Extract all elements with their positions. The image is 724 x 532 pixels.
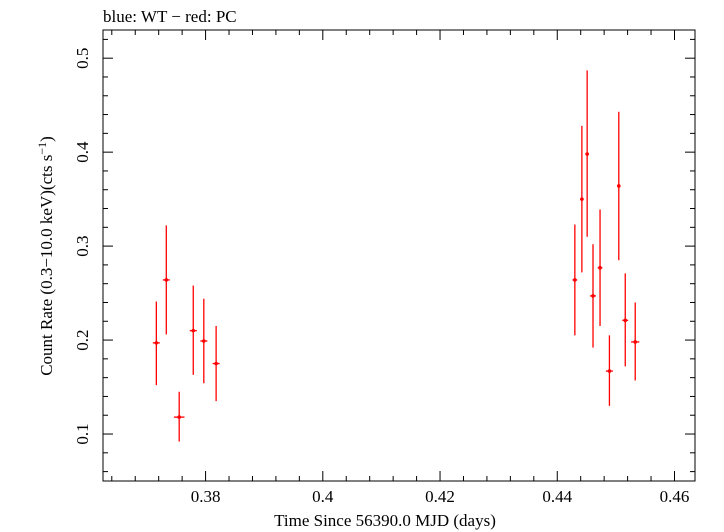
point-marker: [591, 294, 595, 298]
y-tick-label: 0.3: [73, 235, 92, 256]
point-marker: [633, 340, 638, 344]
chart-title: blue: WT − red: PC: [103, 7, 237, 26]
plot-frame: [102, 29, 696, 482]
y-axis-label-main: Count Rate (0.3−10.0 keV)(cts s: [37, 155, 56, 376]
point-marker: [214, 361, 218, 366]
data-point: [152, 301, 160, 386]
data-point: [162, 225, 170, 335]
point-marker: [202, 339, 206, 343]
point-marker: [573, 278, 577, 282]
y-tick-labels: 0.1 0.2 0.3 0.4 0.5: [73, 48, 92, 445]
x-tick-label: 0.4: [312, 487, 334, 506]
point-marker: [617, 184, 621, 188]
x-tick-label: 0.44: [542, 487, 572, 506]
x-axis-label: Time Since 56390.0 MJD (days): [274, 511, 496, 530]
y-axis-label: Count Rate (0.3−10.0 keV)(cts s−1): [35, 136, 56, 376]
data-point: [173, 391, 185, 442]
y-tick-label: 0.4: [73, 141, 92, 163]
y-tick-label: 0.2: [73, 329, 92, 350]
data-point: [622, 273, 629, 367]
point-marker: [177, 415, 181, 419]
point-marker: [598, 265, 602, 270]
point-marker: [607, 369, 612, 373]
data-point: [605, 335, 613, 406]
point-marker: [585, 152, 589, 156]
x-tick-label: 0.42: [425, 487, 455, 506]
data-points: [152, 70, 640, 442]
y-axis-label-end: ): [37, 136, 56, 142]
x-tick-labels: 0.38 0.4 0.42 0.44 0.46: [191, 487, 690, 506]
data-point: [189, 285, 197, 375]
point-marker: [154, 341, 159, 345]
data-point: [212, 325, 220, 402]
x-tick-label: 0.38: [191, 487, 221, 506]
axis-ticks: [103, 30, 695, 481]
point-marker: [580, 197, 584, 201]
data-point: [631, 302, 640, 381]
data-point: [585, 70, 589, 237]
y-tick-label: 0.1: [73, 423, 92, 444]
data-point: [572, 224, 578, 336]
point-marker: [623, 318, 628, 323]
point-marker: [164, 278, 169, 282]
data-point: [617, 111, 621, 261]
point-marker: [191, 328, 196, 333]
x-tick-label: 0.46: [660, 487, 690, 506]
data-point: [580, 125, 584, 273]
y-tick-label: 0.5: [73, 48, 92, 69]
data-point: [200, 298, 208, 384]
data-point: [590, 244, 596, 348]
data-point: [597, 209, 603, 326]
y-axis-label-superscript: −1: [35, 142, 49, 155]
